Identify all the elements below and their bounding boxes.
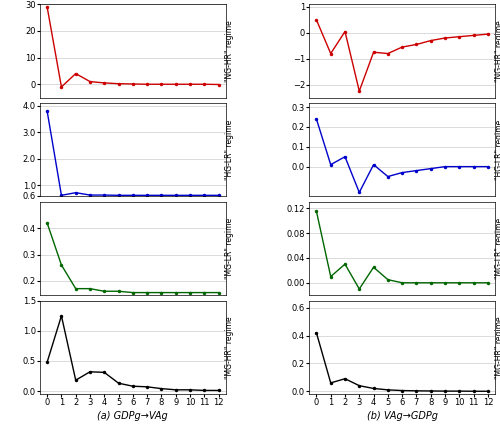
X-axis label: (a) GDPg→VAg: (a) GDPg→VAg [98, 411, 168, 421]
Y-axis label: "HG-LR" regime: "HG-LR" regime [226, 120, 234, 180]
Y-axis label: "MG-HR" regime: "MG-HR" regime [494, 316, 500, 379]
Y-axis label: "MG-LR" regime: "MG-LR" regime [226, 218, 234, 279]
Y-axis label: "MG-HR" regime: "MG-HR" regime [226, 316, 234, 379]
Y-axis label: "HG-LR" regime: "HG-LR" regime [494, 120, 500, 180]
X-axis label: (b) VAg→GDPg: (b) VAg→GDPg [366, 411, 438, 421]
Y-axis label: "NG-HR" regime: "NG-HR" regime [494, 20, 500, 82]
Y-axis label: "MG-LR" regime: "MG-LR" regime [494, 218, 500, 279]
Y-axis label: "NG-HR" regime: "NG-HR" regime [226, 20, 234, 82]
